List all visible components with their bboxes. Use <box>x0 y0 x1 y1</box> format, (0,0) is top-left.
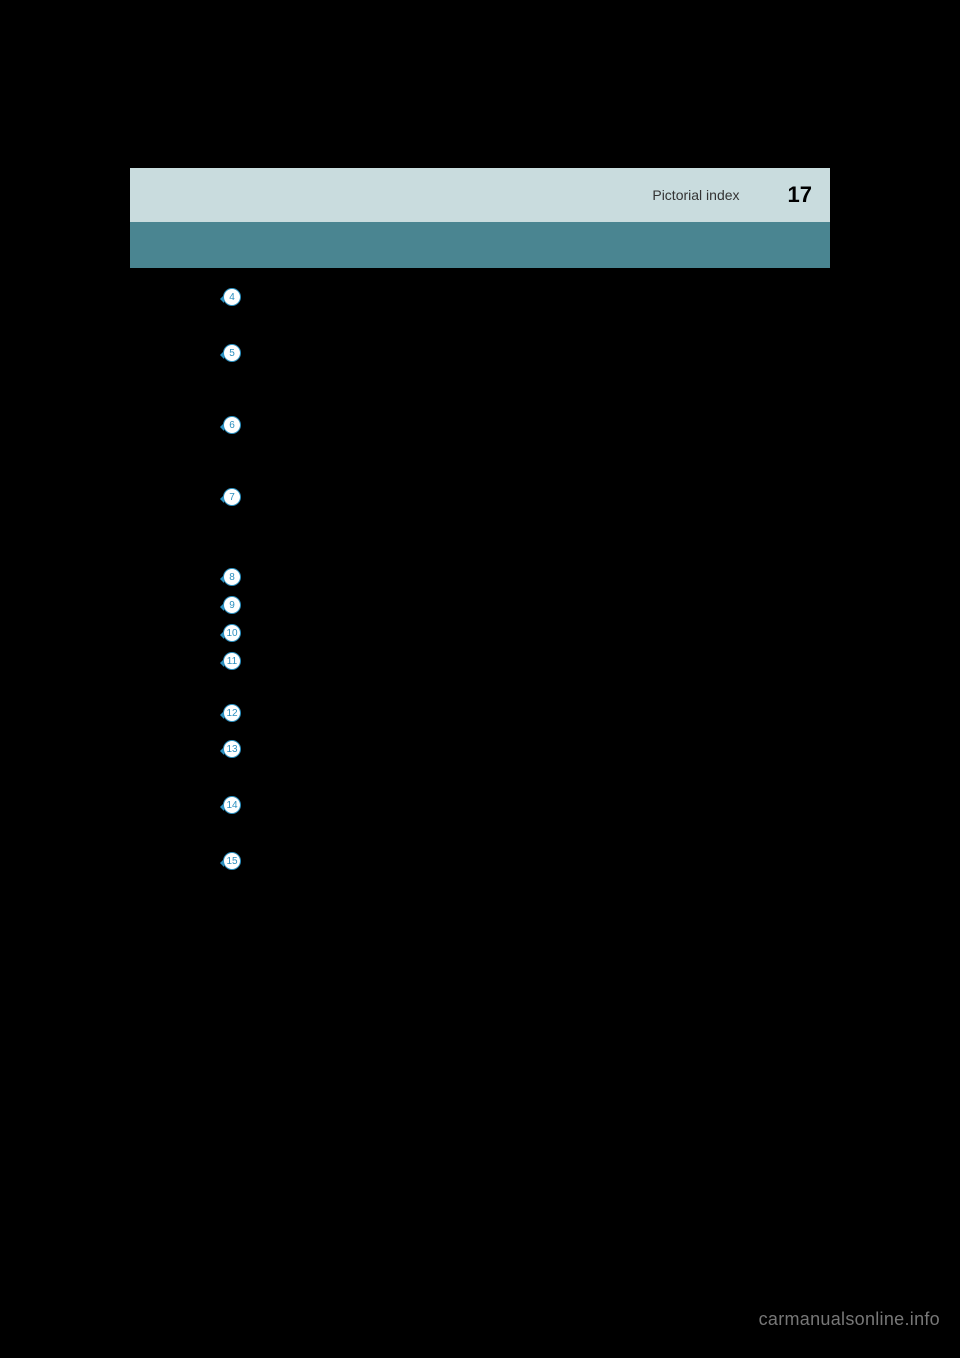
index-badge: 8 <box>223 568 241 586</box>
index-badge: 13 <box>223 740 241 758</box>
index-badge: 6 <box>223 416 241 434</box>
index-badge: 7 <box>223 488 241 506</box>
index-badge-wrap: 12 <box>220 704 830 726</box>
index-badge: 15 <box>223 852 241 870</box>
spacer <box>220 366 830 416</box>
index-badge: 4 <box>223 288 241 306</box>
index-badge: 10 <box>223 624 241 642</box>
spacer <box>220 438 830 488</box>
page-number: 17 <box>788 182 812 208</box>
index-badge: 14 <box>223 796 241 814</box>
spacer <box>220 818 830 852</box>
content-area: 4 5 6 7 8 9 10 11 12 13 14 15 <box>130 268 830 874</box>
index-badge-wrap: 11 <box>220 652 830 674</box>
spacer <box>220 762 830 796</box>
watermark-text: carmanualsonline.info <box>759 1309 940 1330</box>
index-badge-wrap: 6 <box>220 416 830 438</box>
manual-page: Pictorial index 17 4 5 6 7 8 9 10 11 12 13 14 15 <box>130 168 830 1268</box>
index-badge-wrap: 14 <box>220 796 830 818</box>
index-badge-wrap: 4 <box>220 288 830 310</box>
index-badge: 12 <box>223 704 241 722</box>
index-badge-wrap: 10 <box>220 624 830 646</box>
index-badge: 9 <box>223 596 241 614</box>
spacer <box>220 726 830 740</box>
index-badge-wrap: 9 <box>220 596 830 618</box>
index-badge-wrap: 7 <box>220 488 830 510</box>
spacer <box>220 310 830 344</box>
header-light-bar: Pictorial index 17 <box>130 168 830 222</box>
header-dark-bar <box>130 222 830 268</box>
index-badge-wrap: 15 <box>220 852 830 874</box>
spacer <box>220 510 830 568</box>
index-badge-wrap: 8 <box>220 568 830 590</box>
index-badge: 11 <box>223 652 241 670</box>
index-badge-wrap: 13 <box>220 740 830 762</box>
index-badge: 5 <box>223 344 241 362</box>
index-badge-wrap: 5 <box>220 344 830 366</box>
section-label: Pictorial index <box>652 187 739 203</box>
spacer <box>220 674 830 704</box>
